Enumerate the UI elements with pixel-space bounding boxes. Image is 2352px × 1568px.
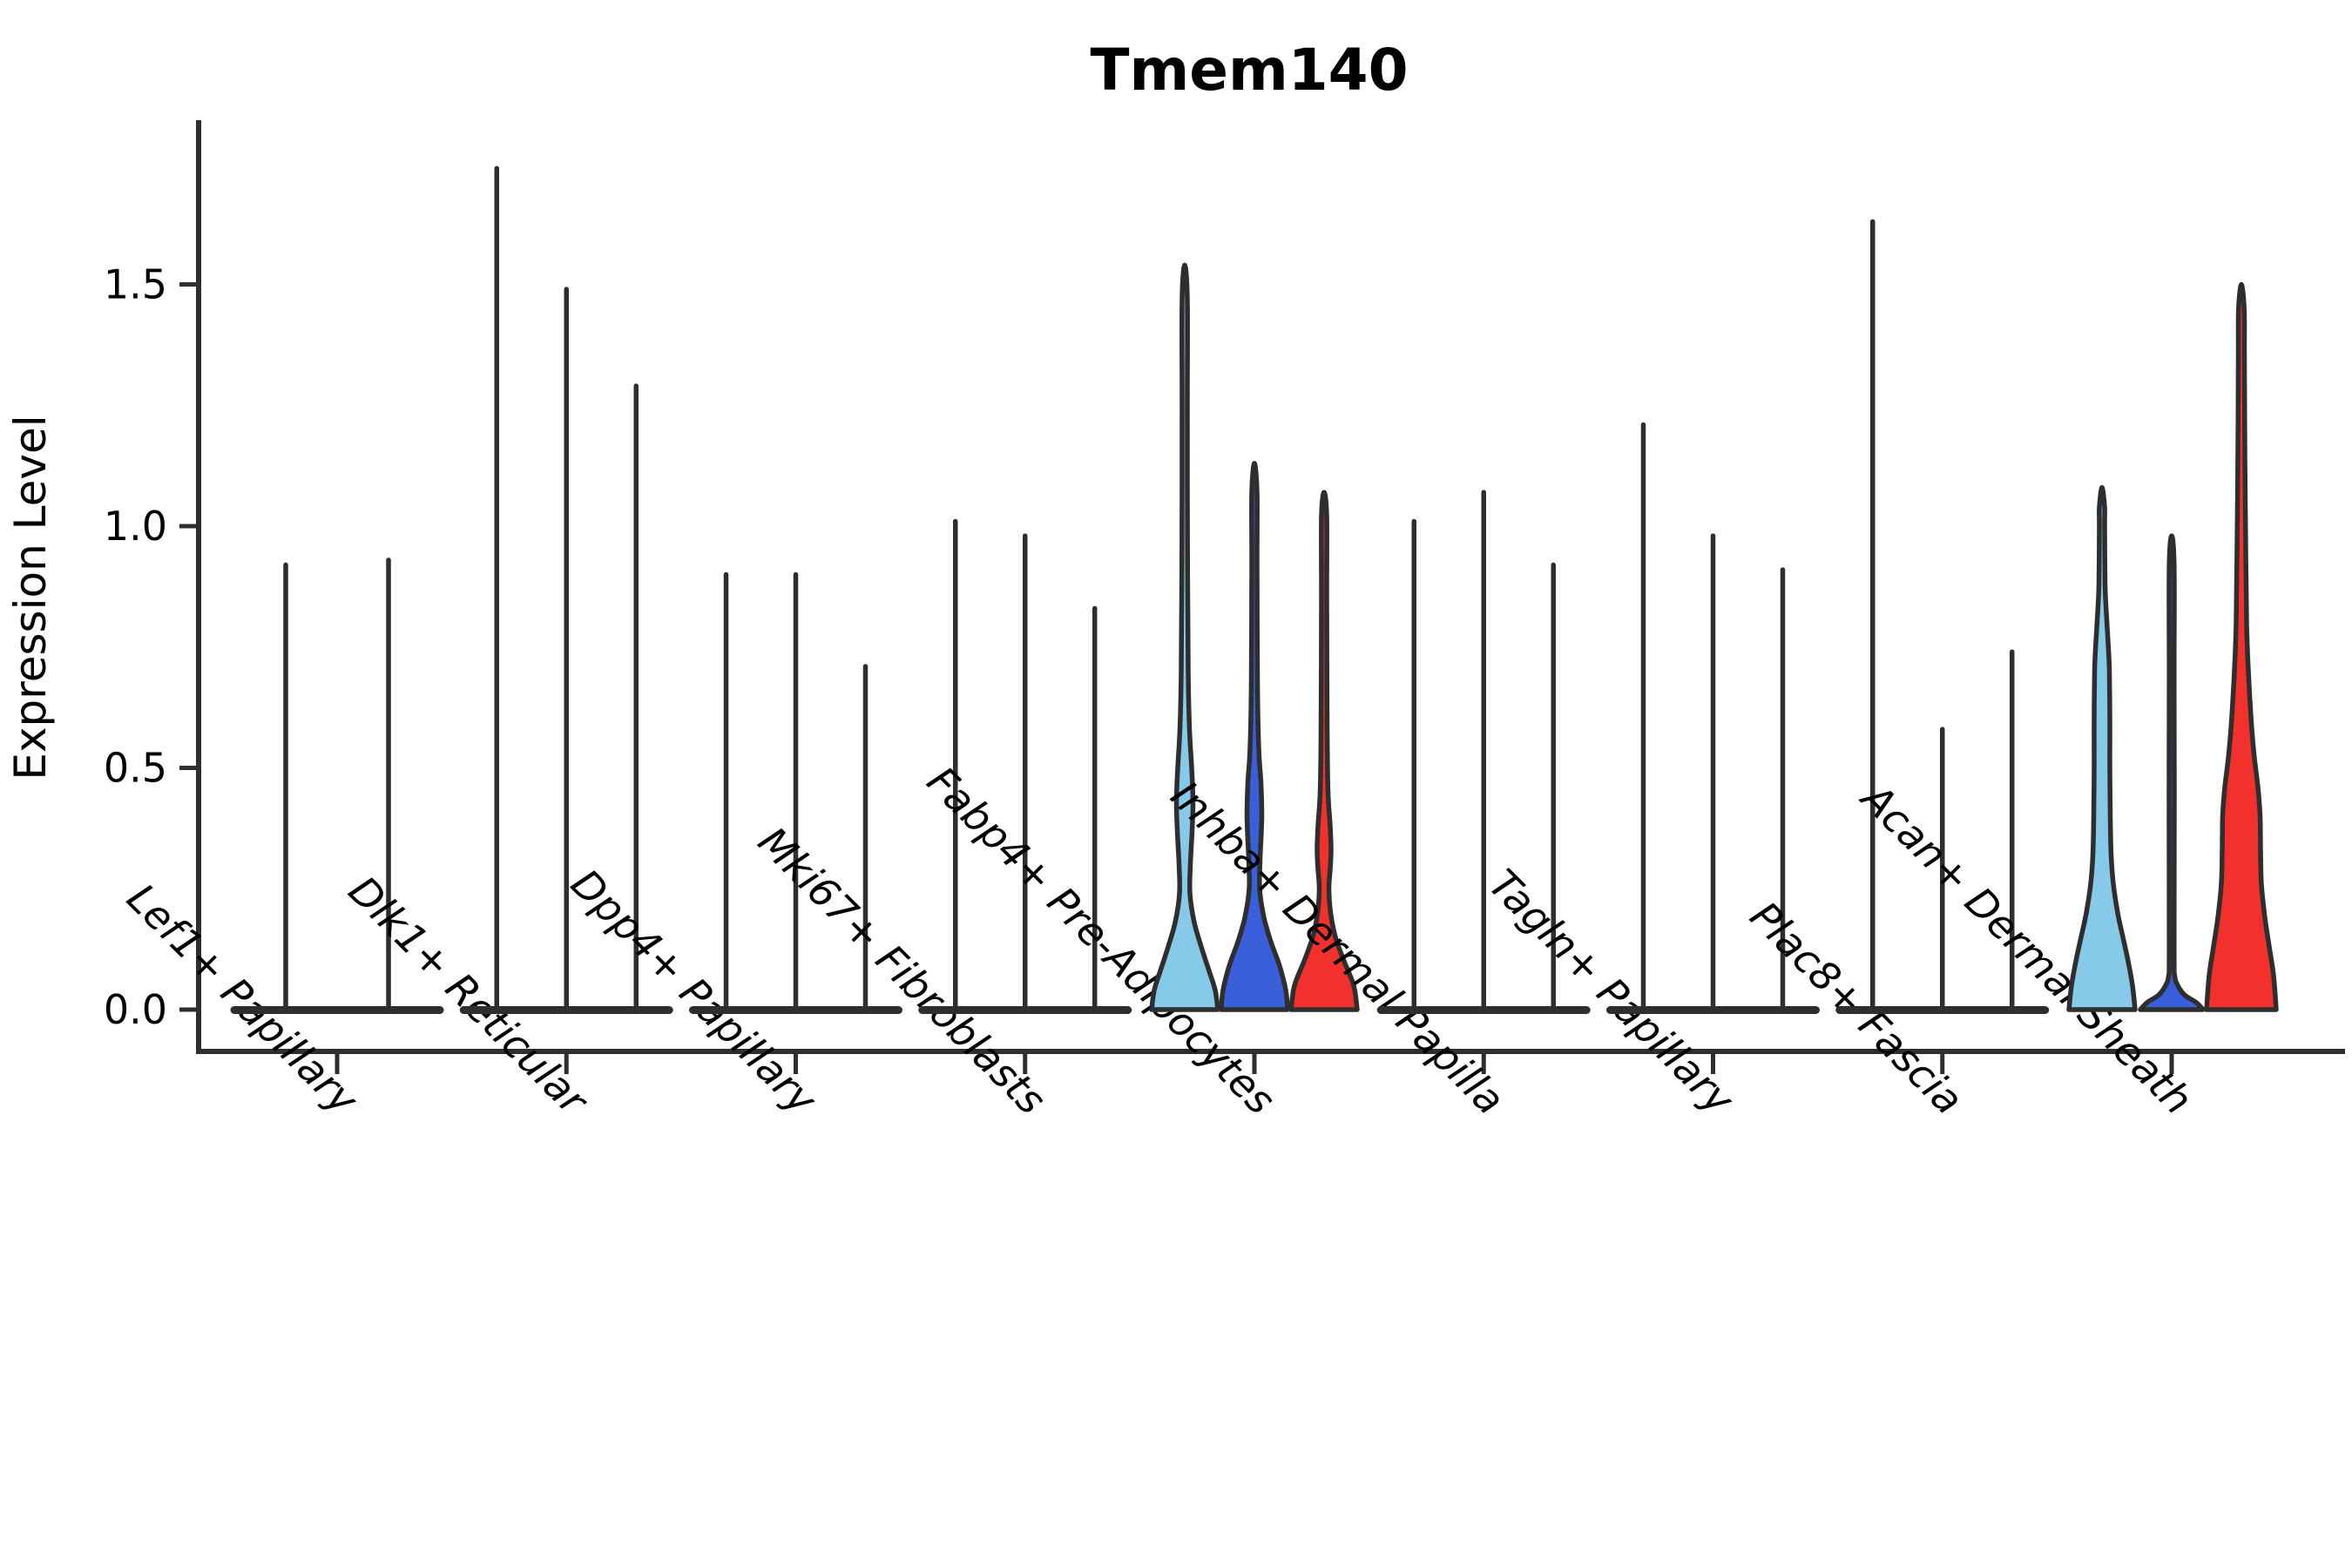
violin-body	[2204, 281, 2279, 1012]
violin-body	[1288, 490, 1360, 1012]
y-tick-label: 0.0	[104, 986, 167, 1033]
category-label: Dlk1+ Reticular	[340, 867, 598, 1125]
chart-title: Tmem140	[1090, 37, 1408, 104]
category-label: Tagln+ Papillary	[1480, 860, 1744, 1124]
y-tick-label: 0.5	[104, 745, 167, 792]
y-tick-label: 1.0	[104, 503, 167, 550]
violin-body	[2066, 484, 2138, 1012]
violin-body	[1149, 262, 1220, 1012]
violin-body	[1219, 461, 1290, 1012]
violin-body	[2138, 533, 2206, 1012]
y-axis-label: Expression Level	[5, 415, 56, 780]
y-tick-label: 1.5	[104, 261, 167, 308]
category-label: Dpp4+ Papillary	[562, 860, 826, 1124]
